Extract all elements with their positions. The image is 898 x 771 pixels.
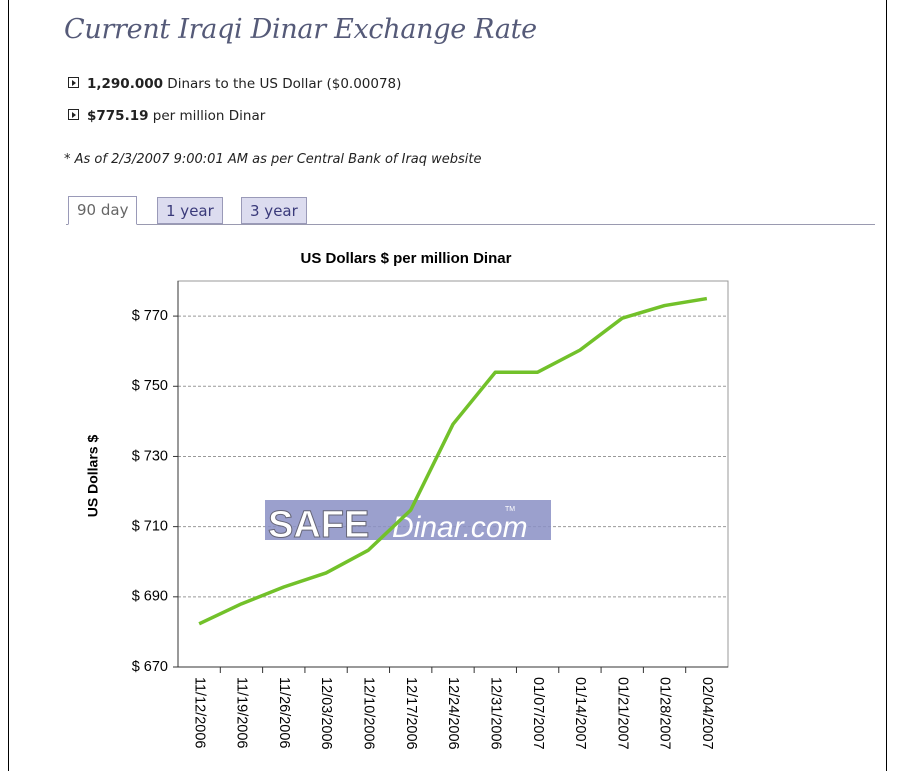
x-tick-label: 11/12/2006 [191, 677, 207, 749]
y-axis-label: US Dollars $ [85, 435, 101, 518]
rate-amount: 1,290.000 [87, 76, 164, 92]
rate-text: per million Dinar [148, 108, 266, 124]
tab-divider [66, 224, 875, 225]
x-tick-label: 01/07/2007 [530, 677, 546, 750]
y-tick-label: $ 770 [132, 308, 168, 324]
rate-text: Dinars to the US Dollar ($0.00078) [163, 76, 402, 92]
plot-area [177, 280, 729, 668]
chart-title: US Dollars $ per million Dinar [301, 250, 512, 267]
rate-line: $775.19 per million Dinar [68, 108, 265, 124]
y-tick-label: $ 670 [132, 659, 168, 675]
page-title: Current Iraqi Dinar Exchange Rate [64, 14, 537, 45]
x-tick-label: 12/17/2006 [403, 677, 419, 750]
y-tick-label: $ 710 [132, 518, 168, 534]
bullet-icon [68, 77, 79, 88]
tab[interactable]: 90 day [68, 196, 138, 225]
note: * As of 2/3/2007 9:00:01 AM as per Centr… [64, 152, 482, 167]
rate-line: 1,290.000 Dinars to the US Dollar ($0.00… [68, 76, 401, 92]
watermark-text: TM [505, 506, 515, 513]
x-tick-label: 12/10/2006 [361, 677, 377, 750]
tab[interactable]: 1 year [157, 197, 223, 224]
x-tick-label: 01/28/2007 [657, 677, 673, 750]
y-tick-label: $ 730 [132, 448, 168, 464]
x-tick-label: 12/03/2006 [318, 677, 334, 750]
y-tick-label: $ 750 [132, 378, 168, 394]
x-tick-label: 11/26/2006 [276, 677, 292, 749]
x-tick-label: 11/19/2006 [234, 677, 250, 749]
rate-amount: $775.19 [87, 108, 149, 124]
frame [8, 0, 887, 771]
watermark-bg [265, 500, 551, 540]
y-tick-label: $ 690 [132, 589, 168, 605]
x-tick-label: 12/24/2006 [445, 677, 461, 750]
x-tick-label: 01/21/2007 [614, 677, 630, 750]
x-tick-label: 01/14/2007 [572, 677, 588, 750]
data-line [198, 296, 708, 626]
x-tick-label: 12/31/2006 [487, 677, 503, 750]
watermark-text: Dinar.com [392, 511, 528, 544]
watermark-text: SAFE [268, 504, 369, 546]
x-tick-label: 02/04/2007 [699, 677, 715, 750]
bullet-icon [68, 109, 79, 120]
tab[interactable]: 3 year [241, 197, 307, 224]
